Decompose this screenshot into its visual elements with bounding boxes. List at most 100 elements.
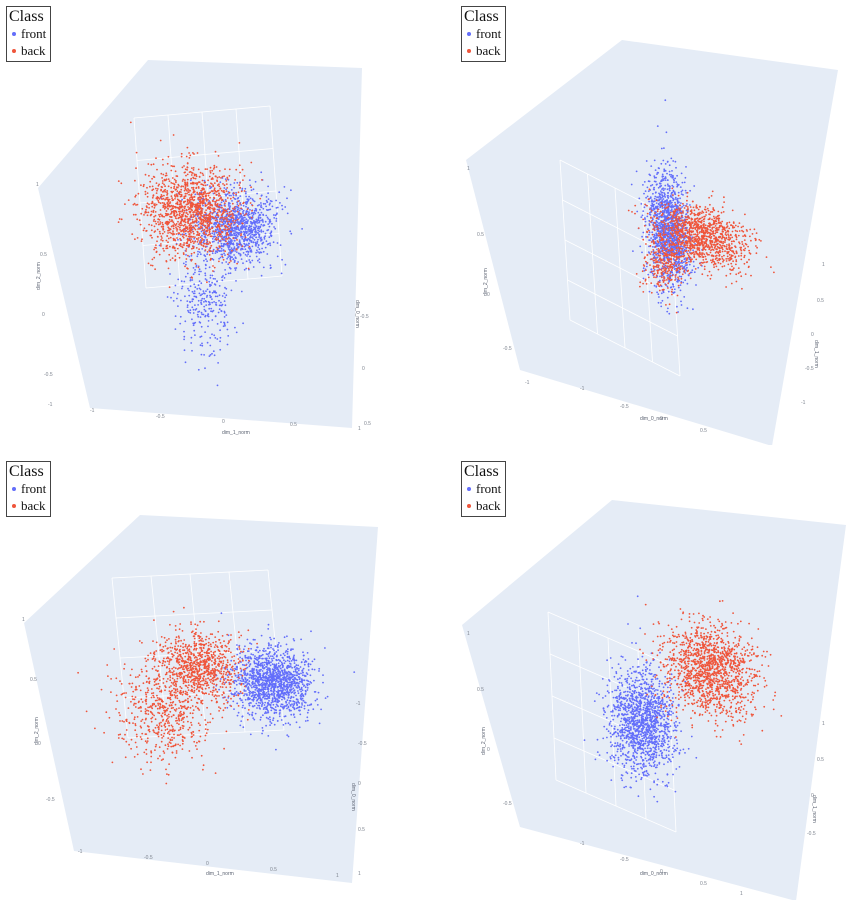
point-back <box>186 182 189 185</box>
point-back <box>181 208 184 211</box>
point-back <box>219 217 222 220</box>
point-front <box>198 270 201 273</box>
point-back <box>697 244 699 247</box>
point-back <box>217 199 220 202</box>
point-front <box>678 232 681 235</box>
point-front <box>666 296 669 299</box>
point-back <box>241 222 244 225</box>
point-back <box>165 260 168 263</box>
point-front <box>234 211 236 213</box>
point-front <box>680 193 683 196</box>
point-back <box>185 203 188 206</box>
point-front <box>235 233 238 236</box>
point-back <box>716 239 719 242</box>
point-back <box>208 249 211 252</box>
scene-3d[interactable]: 10.50-0.5-1-1-0.500.510.50-0.5-1dim_0_no… <box>455 0 850 445</box>
legend-item-back[interactable]: back <box>9 42 46 59</box>
point-back <box>189 202 192 205</box>
point-front <box>245 191 247 193</box>
point-front <box>199 253 202 256</box>
point-back <box>118 218 121 220</box>
point-back <box>209 235 212 238</box>
point-back <box>225 200 227 203</box>
point-front <box>213 354 216 357</box>
point-back <box>206 207 209 210</box>
point-back <box>708 196 710 199</box>
point-back <box>197 187 200 189</box>
point-front <box>205 300 208 303</box>
point-front <box>279 202 281 204</box>
scene-3d[interactable]: 10.50-0.5-1-1-0.50 0.51-0.500.5dim_1_norm… <box>0 0 410 445</box>
point-back <box>733 226 736 229</box>
point-back <box>214 219 217 222</box>
point-front <box>220 304 223 307</box>
point-back <box>658 261 661 264</box>
point-back <box>153 225 156 228</box>
point-back <box>164 198 167 201</box>
point-back <box>706 207 709 210</box>
point-front <box>192 308 195 311</box>
point-front <box>242 252 245 254</box>
point-back <box>155 157 157 160</box>
point-back <box>701 245 704 247</box>
point-front <box>246 234 249 237</box>
point-front <box>257 211 260 214</box>
point-back <box>180 194 183 196</box>
point-front <box>204 274 207 277</box>
point-back <box>186 244 188 247</box>
point-back <box>717 268 720 271</box>
point-front <box>672 175 674 177</box>
point-back <box>166 190 169 192</box>
point-front <box>227 263 230 266</box>
point-front <box>683 248 686 251</box>
point-front <box>683 258 686 261</box>
point-back <box>693 244 696 247</box>
point-front <box>257 251 259 253</box>
point-front <box>240 258 243 260</box>
point-back <box>715 216 717 219</box>
point-front <box>650 204 653 207</box>
point-back <box>203 242 206 245</box>
point-front <box>666 183 669 186</box>
point-front <box>252 228 255 231</box>
point-front <box>230 189 233 191</box>
point-back <box>160 225 163 228</box>
point-front <box>194 193 197 196</box>
point-front <box>675 213 678 215</box>
point-back <box>189 154 192 157</box>
chart-panel-1[interactable]: 1 0.5 0 -0.5 -1 -1 -0.5 0 0.5 1 -0.5 0 0.5 dim_1_norm… <box>0 0 410 445</box>
point-back <box>173 223 176 225</box>
point-front <box>197 315 200 318</box>
point-front <box>239 253 242 256</box>
point-front <box>209 187 212 189</box>
point-back <box>117 180 120 183</box>
point-back <box>160 243 162 245</box>
point-back <box>185 234 188 237</box>
point-back <box>231 216 234 218</box>
point-back <box>723 245 726 247</box>
legend-item-front[interactable]: front <box>9 25 46 42</box>
point-back <box>201 212 203 215</box>
point-back <box>201 229 204 232</box>
point-back <box>192 167 195 169</box>
point-back <box>206 214 209 217</box>
point-back <box>742 235 744 238</box>
point-back <box>227 233 230 236</box>
point-front <box>207 313 210 315</box>
point-front <box>222 223 225 226</box>
z-tick-label: 0 <box>42 312 45 318</box>
x-tick-label: 0 <box>222 419 225 425</box>
point-back <box>209 258 212 261</box>
point-back <box>690 234 693 236</box>
point-back <box>209 191 212 194</box>
point-back <box>216 176 219 179</box>
point-front <box>283 186 286 188</box>
point-front <box>677 311 679 313</box>
point-back <box>143 183 145 186</box>
chart-panel-2[interactable]: 1 0.5 0 -0.5 -1 -1 -0.5 0 0.5 1 0.5 0 -0.5 -1 dim_0_no… <box>455 0 850 445</box>
point-back <box>171 257 174 259</box>
point-front <box>658 195 661 198</box>
point-back <box>209 247 212 250</box>
gridline <box>235 108 249 280</box>
point-front <box>252 212 255 214</box>
